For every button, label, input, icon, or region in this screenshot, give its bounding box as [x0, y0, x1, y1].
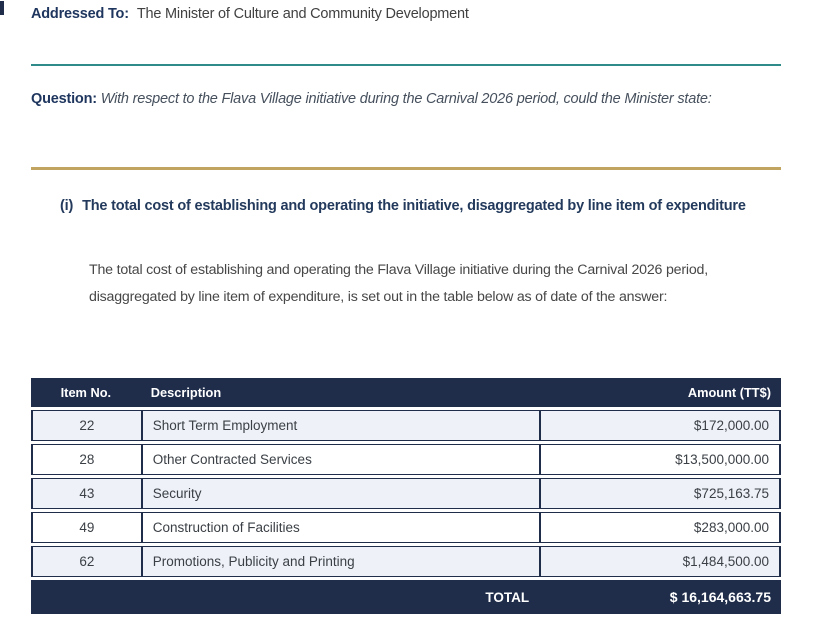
cell-amount: $725,163.75: [539, 478, 781, 509]
column-header-description: Description: [140, 378, 540, 407]
cell-item-no: 62: [31, 546, 141, 577]
table-row: 28 Other Contracted Services $13,500,000…: [31, 444, 781, 475]
table-row: 22 Short Term Employment $172,000.00: [31, 410, 781, 441]
cell-amount: $1,484,500.00: [539, 546, 781, 577]
teal-divider-rule: [31, 64, 781, 66]
addressed-to-label: Addressed To:: [31, 6, 129, 22]
cell-amount: $13,500,000.00: [539, 444, 781, 475]
table-row: 62 Promotions, Publicity and Printing $1…: [31, 546, 781, 577]
cell-amount: $283,000.00: [539, 512, 781, 543]
column-header-item-no: Item No.: [31, 378, 141, 407]
cell-item-no: 28: [31, 444, 141, 475]
section-heading: (i) The total cost of establishing and op…: [60, 193, 782, 220]
addressed-to-value: The Minister of Culture and Community De…: [136, 6, 469, 22]
cell-item-no: 49: [31, 512, 141, 543]
table-row: 43 Security $725,163.75: [31, 478, 781, 509]
question-block: Question: With respect to the Flava Vill…: [31, 86, 781, 113]
cell-description: Construction of Facilities: [140, 512, 540, 543]
total-label: TOTAL: [31, 580, 540, 614]
section-heading-text: The total cost of establishing and opera…: [82, 198, 746, 214]
addressed-to-row: Addressed To: The Minister of Culture and…: [31, 0, 781, 25]
gold-divider-rule: [31, 167, 781, 170]
total-amount: $ 16,164,663.75: [539, 580, 781, 614]
question-text: With respect to the Flava Village initia…: [100, 91, 712, 107]
page-edge-mark: [0, 1, 4, 15]
cell-description: Security: [140, 478, 540, 509]
expenditure-table: Item No. Description Amount (TT$) 22 Sho…: [31, 375, 781, 617]
table-footer: TOTAL $ 16,164,663.75: [31, 580, 781, 614]
cell-amount: $172,000.00: [539, 410, 781, 441]
cell-description: Other Contracted Services: [140, 444, 540, 475]
total-row: TOTAL $ 16,164,663.75: [31, 580, 781, 614]
section-body-paragraph: The total cost of establishing and opera…: [89, 262, 708, 305]
column-header-amount: Amount (TT$): [539, 378, 781, 407]
table-header: Item No. Description Amount (TT$): [31, 378, 781, 407]
cell-item-no: 43: [31, 478, 141, 509]
question-label: Question:: [31, 91, 97, 107]
cell-description: Promotions, Publicity and Printing: [140, 546, 540, 577]
section-marker: (i): [60, 198, 74, 214]
table-row: 49 Construction of Facilities $283,000.0…: [31, 512, 781, 543]
cell-item-no: 22: [31, 410, 141, 441]
table-header-row: Item No. Description Amount (TT$): [31, 378, 781, 407]
cell-description: Short Term Employment: [140, 410, 540, 441]
